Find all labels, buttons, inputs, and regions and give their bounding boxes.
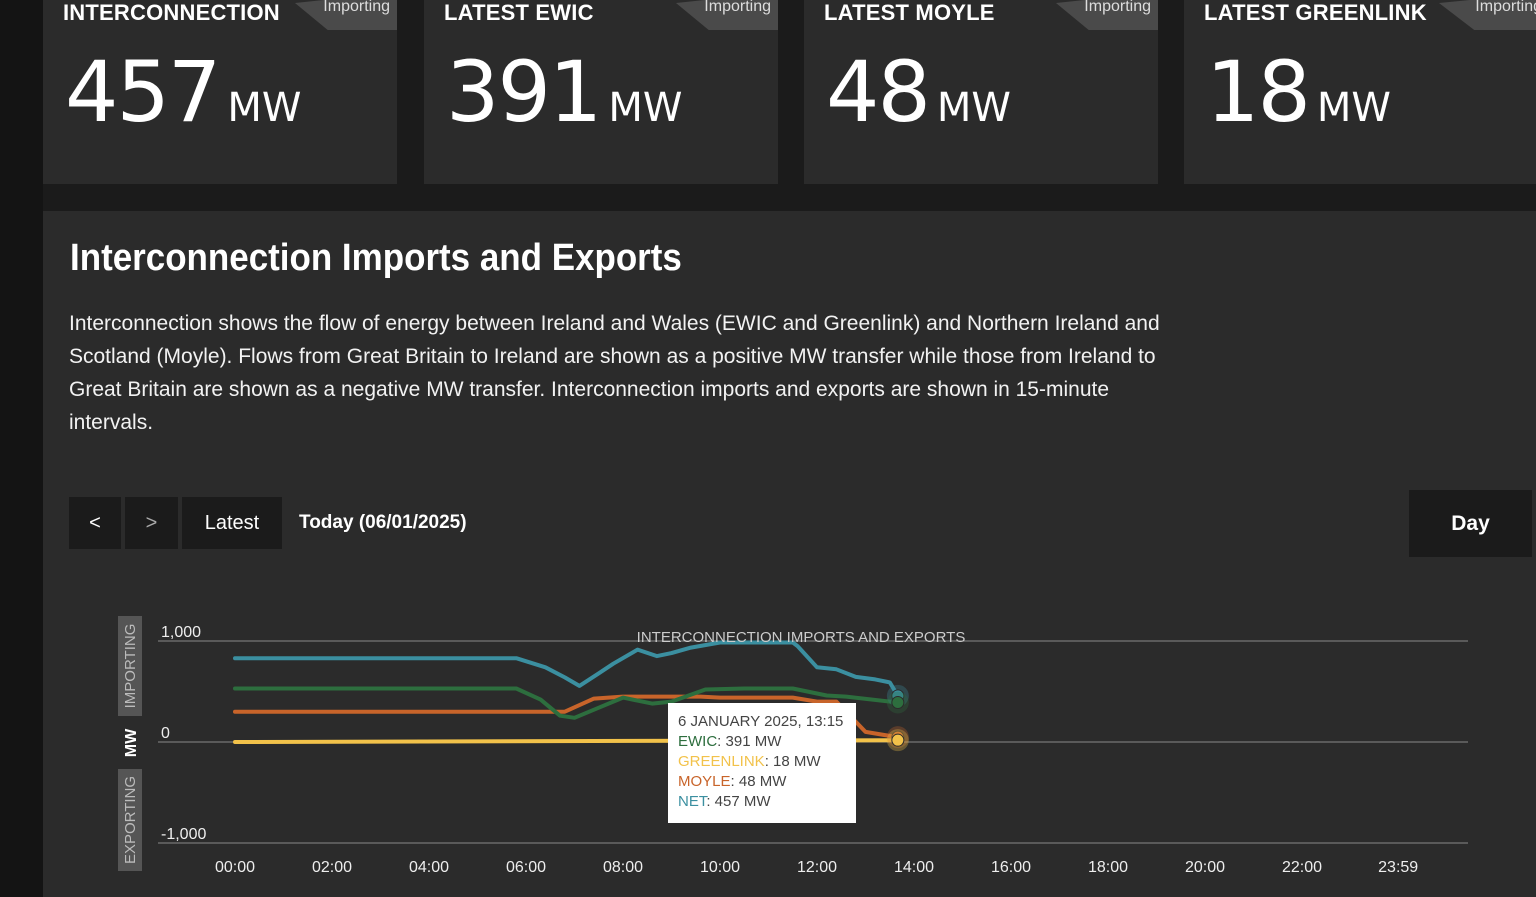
card-value-unit: MW [227,85,302,131]
series-line-ewic [233,686,900,720]
x-tick-label: 18:00 [1088,859,1128,876]
x-tick-label: 14:00 [894,859,934,876]
tooltip-row: EWIC: 391 MW [678,732,846,752]
card-value-number: 457 [65,43,221,141]
tooltip-row: NET: 457 MW [678,792,846,812]
importing-badge: Importing [295,0,397,30]
x-tick-label: 10:00 [700,859,740,876]
prev-day-button[interactable]: < [69,497,121,549]
x-tick-label: 08:00 [603,859,643,876]
exporting-axis-bar [118,769,142,871]
y-axis-label: MW [123,728,140,757]
card-value-number: 48 [826,43,931,141]
point-marker-ewic [891,696,905,710]
card-value: 457 MW [65,50,301,150]
card-value-number: 391 [446,43,602,141]
latest-button[interactable]: Latest [182,497,282,549]
x-tick-label: 20:00 [1185,859,1225,876]
card-ewic: LATEST EWIC Importing 391 MW [424,0,778,184]
card-title: LATEST GREENLINK [1204,0,1427,25]
tooltip-series-name: EWIC [678,733,718,750]
x-tick-label: 22:00 [1282,859,1322,876]
panel-description: Interconnection shows the flow of energy… [69,312,1160,434]
panel-title: Interconnection Imports and Exports [70,237,682,279]
card-value-unit: MW [936,85,1011,131]
x-tick-label: 04:00 [409,859,449,876]
importing-axis-bar [118,616,142,716]
point-marker-greenlink [891,733,905,747]
tooltip-series-value: : 18 MW [764,753,821,770]
period-day-button[interactable]: Day [1409,490,1532,557]
chart-tooltip: 6 JANUARY 2025, 13:15 EWIC: 391 MW GREEN… [668,703,856,823]
series-line-net [233,640,900,698]
date-label: Today (06/01/2025) [299,512,467,533]
y-tick-label: 1,000 [161,624,201,641]
importing-badge: Importing [1056,0,1158,30]
card-value: 391 MW [446,50,682,150]
tooltip-title: 6 JANUARY 2025, 13:15 [678,713,844,730]
importing-axis-label: IMPORTING [122,624,139,709]
tooltip-series-value: : 48 MW [730,773,787,790]
card-value-unit: MW [1316,85,1391,131]
x-tick-label: 00:00 [215,859,255,876]
card-value-unit: MW [608,85,683,131]
next-day-button[interactable]: > [125,497,178,549]
tooltip-series-value: : 391 MW [717,733,782,750]
x-tick-label: 06:00 [506,859,546,876]
card-title: LATEST EWIC [444,0,594,25]
chart-panel: Interconnection Imports and Exports Inte… [43,211,1536,897]
tooltip-series-name: GREENLINK [678,753,765,770]
tooltip-row: GREENLINK: 18 MW [678,752,846,772]
card-title: LATEST MOYLE [824,0,995,25]
y-tick-label: -1,000 [161,826,206,843]
x-tick-label: 02:00 [312,859,352,876]
left-strip [0,0,43,897]
exporting-axis-label: EXPORTING [122,776,139,864]
card-moyle: LATEST MOYLE Importing 48 MW [804,0,1158,184]
card-value: 48 MW [826,50,1011,150]
x-tick-label: 16:00 [991,859,1031,876]
chart-title: INTERCONNECTION IMPORTS AND EXPORTS [637,629,966,646]
x-tick-label: 23:59 [1378,859,1418,876]
x-tick-label: 12:00 [797,859,837,876]
importing-badge: Importing [1439,0,1536,30]
tooltip-series-name: NET [678,793,707,810]
card-interconnection: INTERCONNECTION Importing 457 MW [43,0,397,184]
card-value: 18 MW [1206,50,1391,150]
card-greenlink: LATEST GREENLINK Importing 18 MW [1184,0,1536,184]
interconnection-chart: IMPORTING MW EXPORTING 1,000 0 -1,000 00:00 02… [118,616,1468,876]
tooltip-series-name: MOYLE [678,773,731,790]
card-title: INTERCONNECTION [63,0,280,25]
tooltip-row: MOYLE: 48 MW [678,772,846,792]
importing-badge: Importing [676,0,778,30]
y-tick-label: 0 [161,725,170,742]
tooltip-series-value: : 457 MW [706,793,771,810]
card-value-number: 18 [1206,43,1311,141]
